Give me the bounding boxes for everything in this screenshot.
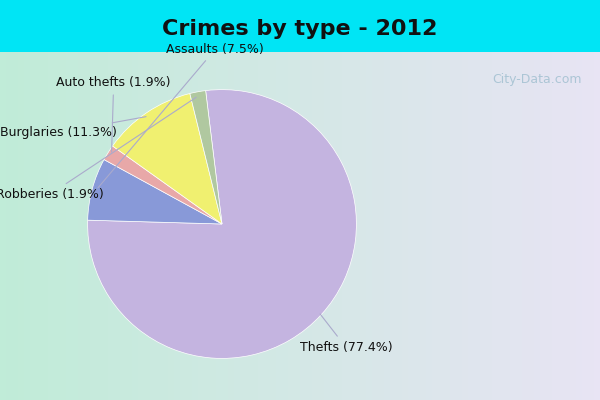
Text: Auto thefts (1.9%): Auto thefts (1.9%) xyxy=(56,76,171,152)
Wedge shape xyxy=(88,160,222,224)
Text: Robberies (1.9%): Robberies (1.9%) xyxy=(0,97,196,201)
Text: Assaults (7.5%): Assaults (7.5%) xyxy=(98,43,264,188)
Wedge shape xyxy=(88,90,356,358)
Text: City-Data.com: City-Data.com xyxy=(493,74,582,86)
Wedge shape xyxy=(190,91,222,224)
Text: Crimes by type - 2012: Crimes by type - 2012 xyxy=(163,18,437,39)
Text: Thefts (77.4%): Thefts (77.4%) xyxy=(300,314,392,354)
Wedge shape xyxy=(113,94,222,224)
Wedge shape xyxy=(104,146,222,224)
Text: Burglaries (11.3%): Burglaries (11.3%) xyxy=(0,117,146,139)
